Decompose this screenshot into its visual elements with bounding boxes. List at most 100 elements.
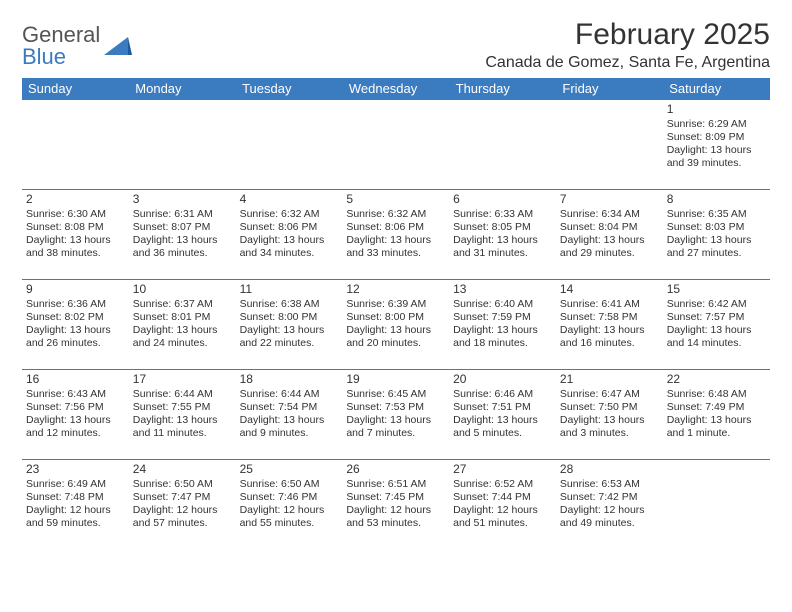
daylight-line: Daylight: 13 hours and 39 minutes. (667, 144, 766, 170)
sunrise-line: Sunrise: 6:35 AM (667, 208, 766, 221)
sunset-line: Sunset: 7:54 PM (240, 401, 339, 414)
sunrise-line: Sunrise: 6:50 AM (240, 478, 339, 491)
calendar-cell: 15Sunrise: 6:42 AMSunset: 7:57 PMDayligh… (663, 280, 770, 370)
sunset-line: Sunset: 7:46 PM (240, 491, 339, 504)
daylight-line: Daylight: 13 hours and 1 minute. (667, 414, 766, 440)
sunrise-line: Sunrise: 6:49 AM (26, 478, 125, 491)
daylight-line: Daylight: 13 hours and 18 minutes. (453, 324, 552, 350)
sunrise-line: Sunrise: 6:48 AM (667, 388, 766, 401)
sunset-line: Sunset: 7:59 PM (453, 311, 552, 324)
sunrise-line: Sunrise: 6:29 AM (667, 118, 766, 131)
daylight-line: Daylight: 13 hours and 9 minutes. (240, 414, 339, 440)
daylight-line: Daylight: 13 hours and 27 minutes. (667, 234, 766, 260)
day-number: 13 (453, 282, 552, 297)
daylight-line: Daylight: 12 hours and 51 minutes. (453, 504, 552, 530)
day-number: 1 (667, 102, 766, 117)
daylight-line: Daylight: 13 hours and 36 minutes. (133, 234, 232, 260)
daylight-line: Daylight: 13 hours and 5 minutes. (453, 414, 552, 440)
calendar-cell (22, 100, 129, 190)
calendar-row: 23Sunrise: 6:49 AMSunset: 7:48 PMDayligh… (22, 460, 770, 550)
day-number: 14 (560, 282, 659, 297)
sunset-line: Sunset: 8:06 PM (240, 221, 339, 234)
sunrise-line: Sunrise: 6:39 AM (346, 298, 445, 311)
day-number: 12 (346, 282, 445, 297)
daylight-line: Daylight: 12 hours and 57 minutes. (133, 504, 232, 530)
weekday-header: Thursday (449, 78, 556, 100)
day-number: 5 (346, 192, 445, 207)
weekday-header: Sunday (22, 78, 129, 100)
calendar-cell (342, 100, 449, 190)
sunset-line: Sunset: 8:00 PM (346, 311, 445, 324)
sunrise-line: Sunrise: 6:52 AM (453, 478, 552, 491)
sunrise-line: Sunrise: 6:42 AM (667, 298, 766, 311)
daylight-line: Daylight: 12 hours and 55 minutes. (240, 504, 339, 530)
sunrise-line: Sunrise: 6:30 AM (26, 208, 125, 221)
day-number: 27 (453, 462, 552, 477)
day-number: 16 (26, 372, 125, 387)
calendar-cell: 27Sunrise: 6:52 AMSunset: 7:44 PMDayligh… (449, 460, 556, 550)
sunrise-line: Sunrise: 6:47 AM (560, 388, 659, 401)
sunset-line: Sunset: 7:56 PM (26, 401, 125, 414)
daylight-line: Daylight: 13 hours and 29 minutes. (560, 234, 659, 260)
sunset-line: Sunset: 7:48 PM (26, 491, 125, 504)
calendar-cell: 5Sunrise: 6:32 AMSunset: 8:06 PMDaylight… (342, 190, 449, 280)
calendar-cell (556, 100, 663, 190)
sunset-line: Sunset: 8:09 PM (667, 131, 766, 144)
day-number: 25 (240, 462, 339, 477)
sunset-line: Sunset: 7:53 PM (346, 401, 445, 414)
sunset-line: Sunset: 7:57 PM (667, 311, 766, 324)
calendar-cell: 26Sunrise: 6:51 AMSunset: 7:45 PMDayligh… (342, 460, 449, 550)
daylight-line: Daylight: 12 hours and 49 minutes. (560, 504, 659, 530)
daylight-line: Daylight: 13 hours and 22 minutes. (240, 324, 339, 350)
brand-name: General Blue (22, 24, 100, 68)
calendar-cell: 9Sunrise: 6:36 AMSunset: 8:02 PMDaylight… (22, 280, 129, 370)
calendar-cell: 25Sunrise: 6:50 AMSunset: 7:46 PMDayligh… (236, 460, 343, 550)
calendar-cell: 22Sunrise: 6:48 AMSunset: 7:49 PMDayligh… (663, 370, 770, 460)
daylight-line: Daylight: 12 hours and 59 minutes. (26, 504, 125, 530)
month-title: February 2025 (485, 18, 770, 52)
weekday-header: Friday (556, 78, 663, 100)
day-number: 19 (346, 372, 445, 387)
weekday-header: Saturday (663, 78, 770, 100)
day-number: 9 (26, 282, 125, 297)
daylight-line: Daylight: 13 hours and 7 minutes. (346, 414, 445, 440)
calendar-cell: 3Sunrise: 6:31 AMSunset: 8:07 PMDaylight… (129, 190, 236, 280)
brand-name-b: Blue (22, 44, 66, 69)
calendar-cell: 24Sunrise: 6:50 AMSunset: 7:47 PMDayligh… (129, 460, 236, 550)
daylight-line: Daylight: 13 hours and 34 minutes. (240, 234, 339, 260)
day-number: 26 (346, 462, 445, 477)
day-number: 15 (667, 282, 766, 297)
daylight-line: Daylight: 12 hours and 53 minutes. (346, 504, 445, 530)
daylight-line: Daylight: 13 hours and 24 minutes. (133, 324, 232, 350)
day-number: 6 (453, 192, 552, 207)
calendar-cell: 11Sunrise: 6:38 AMSunset: 8:00 PMDayligh… (236, 280, 343, 370)
calendar-page: General Blue February 2025 Canada de Gom… (0, 0, 792, 550)
calendar-cell (129, 100, 236, 190)
daylight-line: Daylight: 13 hours and 20 minutes. (346, 324, 445, 350)
calendar-cell: 1Sunrise: 6:29 AMSunset: 8:09 PMDaylight… (663, 100, 770, 190)
calendar-cell: 19Sunrise: 6:45 AMSunset: 7:53 PMDayligh… (342, 370, 449, 460)
day-number: 17 (133, 372, 232, 387)
daylight-line: Daylight: 13 hours and 38 minutes. (26, 234, 125, 260)
sunrise-line: Sunrise: 6:44 AM (240, 388, 339, 401)
sunset-line: Sunset: 7:58 PM (560, 311, 659, 324)
calendar-cell: 8Sunrise: 6:35 AMSunset: 8:03 PMDaylight… (663, 190, 770, 280)
sunrise-line: Sunrise: 6:46 AM (453, 388, 552, 401)
daylight-line: Daylight: 13 hours and 12 minutes. (26, 414, 125, 440)
sunrise-line: Sunrise: 6:51 AM (346, 478, 445, 491)
daylight-line: Daylight: 13 hours and 11 minutes. (133, 414, 232, 440)
sunrise-line: Sunrise: 6:44 AM (133, 388, 232, 401)
day-number: 4 (240, 192, 339, 207)
sunset-line: Sunset: 8:01 PM (133, 311, 232, 324)
weekday-header: Tuesday (236, 78, 343, 100)
day-number: 7 (560, 192, 659, 207)
sunrise-line: Sunrise: 6:31 AM (133, 208, 232, 221)
sunrise-line: Sunrise: 6:32 AM (346, 208, 445, 221)
topbar: General Blue February 2025 Canada de Gom… (22, 18, 770, 72)
daylight-line: Daylight: 13 hours and 3 minutes. (560, 414, 659, 440)
sunset-line: Sunset: 8:08 PM (26, 221, 125, 234)
calendar-cell: 21Sunrise: 6:47 AMSunset: 7:50 PMDayligh… (556, 370, 663, 460)
sunrise-line: Sunrise: 6:36 AM (26, 298, 125, 311)
sunset-line: Sunset: 8:02 PM (26, 311, 125, 324)
calendar-cell: 23Sunrise: 6:49 AMSunset: 7:48 PMDayligh… (22, 460, 129, 550)
